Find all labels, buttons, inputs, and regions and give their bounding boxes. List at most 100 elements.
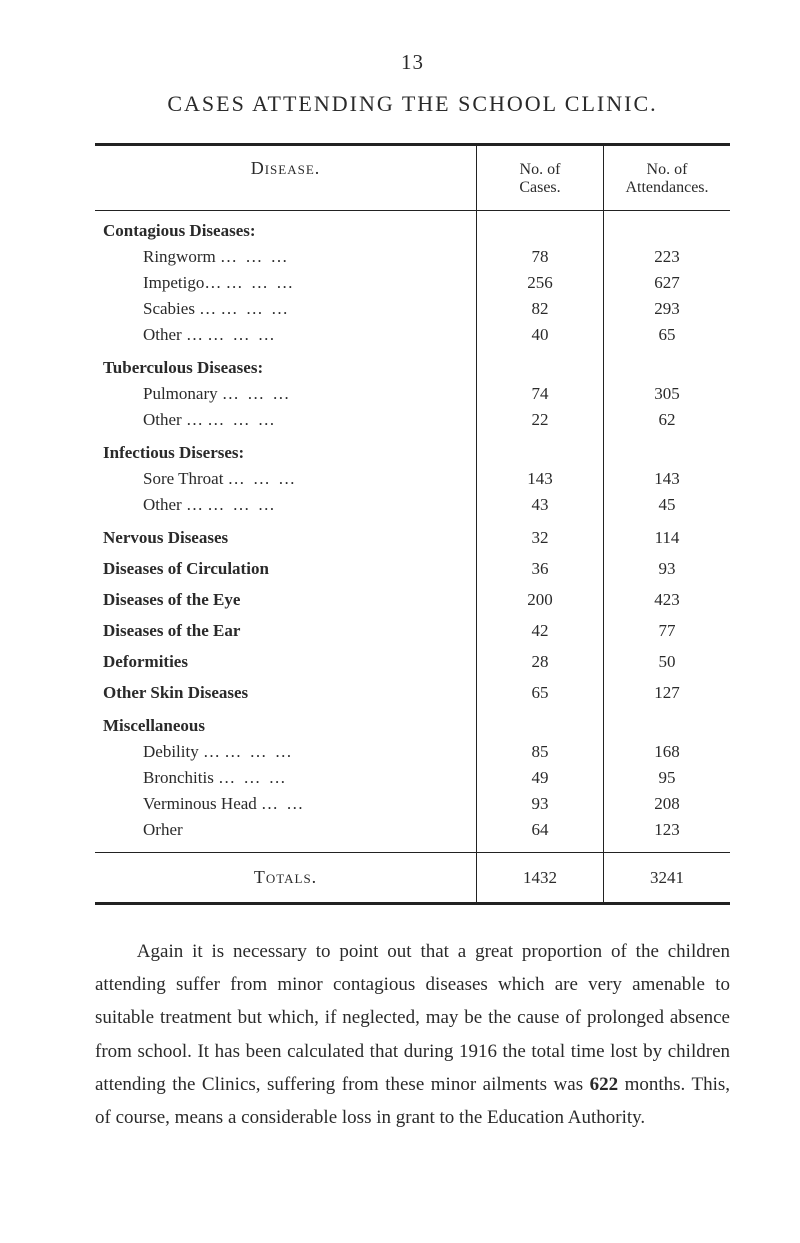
sub-item: Sore Throat … … …: [95, 466, 477, 492]
cell-cases: 85: [477, 739, 604, 765]
sub-item-name: Verminous Head: [143, 794, 257, 813]
cell-attendances: 305: [604, 381, 731, 407]
leader-dots: … … …: [220, 247, 290, 267]
leader-dots: … … …: [228, 469, 298, 489]
cell-cases: 40: [477, 322, 604, 348]
cell-empty: [477, 210, 604, 244]
sub-item-name: Bronchitis: [143, 768, 214, 787]
group-label: Tuberculous Diseases:: [95, 348, 477, 381]
cell-empty: [477, 706, 604, 739]
col-cases-header: No. of Cases.: [477, 145, 604, 211]
standalone-label: Nervous Diseases: [95, 518, 477, 551]
cell-empty: [477, 433, 604, 466]
table-row: Orher 64 123: [95, 817, 730, 853]
cell-attendances: 45: [604, 492, 731, 518]
cell-cases: 93: [477, 791, 604, 817]
sub-item-name: Impetigo…: [143, 273, 221, 292]
sub-item: Debility … … … …: [95, 739, 477, 765]
leader-dots: … … …: [222, 384, 292, 404]
sub-item-name: Ringworm: [143, 247, 216, 266]
group-label: Infectious Diserses:: [95, 433, 477, 466]
cell-cases: 28: [477, 644, 604, 675]
cell-attendances: 168: [604, 739, 731, 765]
table-row: Diseases of the Ear 42 77: [95, 613, 730, 644]
sub-item: Ringworm … … …: [95, 244, 477, 270]
standalone-label: Deformities: [95, 644, 477, 675]
leader-dots: … … …: [207, 410, 277, 430]
col-attendances-header-l1: No. of: [647, 161, 688, 178]
cell-attendances: 93: [604, 551, 731, 582]
sub-item-name: Other …: [143, 325, 203, 344]
table-row: Scabies … … … … 82 293: [95, 296, 730, 322]
cell-cases: 143: [477, 466, 604, 492]
cell-attendances: 95: [604, 765, 731, 791]
cell-cases: 78: [477, 244, 604, 270]
table-row: Impetigo… … … … 256 627: [95, 270, 730, 296]
sub-item-name: Other …: [143, 495, 203, 514]
table-row: Deformities 28 50: [95, 644, 730, 675]
standalone-label: Other Skin Diseases: [95, 675, 477, 706]
cell-cases: 36: [477, 551, 604, 582]
table-header-row: Disease. No. of Cases. No. of Attendance…: [95, 145, 730, 211]
sub-item: Other … … … …: [95, 322, 477, 348]
leader-dots: … … …: [226, 273, 296, 293]
cell-empty: [477, 348, 604, 381]
cell-cases: 74: [477, 381, 604, 407]
totals-label: Totals.: [95, 852, 477, 903]
standalone-label: Diseases of the Ear: [95, 613, 477, 644]
table-row: Bronchitis … … … 49 95: [95, 765, 730, 791]
sub-item-name: Debility …: [143, 742, 220, 761]
table-row: Nervous Diseases 32 114: [95, 518, 730, 551]
sub-item: Orher: [95, 817, 477, 853]
leader-dots: … … …: [207, 495, 277, 515]
totals-cases: 1432: [477, 852, 604, 903]
sub-item: Verminous Head … …: [95, 791, 477, 817]
leader-dots: … … …: [220, 299, 290, 319]
cell-empty: [604, 706, 731, 739]
cell-cases: 42: [477, 613, 604, 644]
table-row: Diseases of the Eye 200 423: [95, 582, 730, 613]
cell-attendances: 77: [604, 613, 731, 644]
body-paragraph: Again it is necessary to point out that …: [95, 935, 730, 1135]
cell-attendances: 127: [604, 675, 731, 706]
col-attendances-header-l2: Attendances.: [625, 179, 708, 196]
sub-item: Other … … … …: [95, 407, 477, 433]
cell-cases: 82: [477, 296, 604, 322]
leader-dots: … …: [261, 794, 305, 814]
col-cases-header-l2: Cases.: [519, 179, 560, 196]
cell-cases: 64: [477, 817, 604, 853]
cell-attendances: 50: [604, 644, 731, 675]
col-attendances-header: No. of Attendances.: [604, 145, 731, 211]
cell-attendances: 143: [604, 466, 731, 492]
cell-attendances: 423: [604, 582, 731, 613]
totals-attendances: 3241: [604, 852, 731, 903]
table-row: Verminous Head … … 93 208: [95, 791, 730, 817]
page-number: 13: [95, 50, 730, 75]
group-label: Miscellaneous: [95, 706, 477, 739]
cell-empty: [604, 433, 731, 466]
cell-empty: [604, 348, 731, 381]
table-row: Other Skin Diseases 65 127: [95, 675, 730, 706]
cell-attendances: 65: [604, 322, 731, 348]
paragraph-text-1: Again it is necessary to point out that …: [95, 941, 730, 1095]
table-row: Other … … … … 22 62: [95, 407, 730, 433]
leader-dots: … … …: [218, 768, 288, 788]
cell-cases: 256: [477, 270, 604, 296]
group-label: Contagious Diseases:: [95, 210, 477, 244]
cases-table: Disease. No. of Cases. No. of Attendance…: [95, 143, 730, 905]
sub-item: Other … … … …: [95, 492, 477, 518]
table-row: Other … … … … 43 45: [95, 492, 730, 518]
table-row: Infectious Diserses:: [95, 433, 730, 466]
sub-item-name: Scabies …: [143, 299, 216, 318]
cell-empty: [604, 210, 731, 244]
cell-cases: 43: [477, 492, 604, 518]
cell-attendances: 123: [604, 817, 731, 853]
table-row: Other … … … … 40 65: [95, 322, 730, 348]
paragraph-bold-number: 622: [590, 1074, 619, 1095]
table-row: Pulmonary … … … 74 305: [95, 381, 730, 407]
cell-cases: 32: [477, 518, 604, 551]
sub-item-name: Orher: [143, 820, 183, 839]
sub-item: Bronchitis … … …: [95, 765, 477, 791]
cell-attendances: 208: [604, 791, 731, 817]
cell-cases: 65: [477, 675, 604, 706]
